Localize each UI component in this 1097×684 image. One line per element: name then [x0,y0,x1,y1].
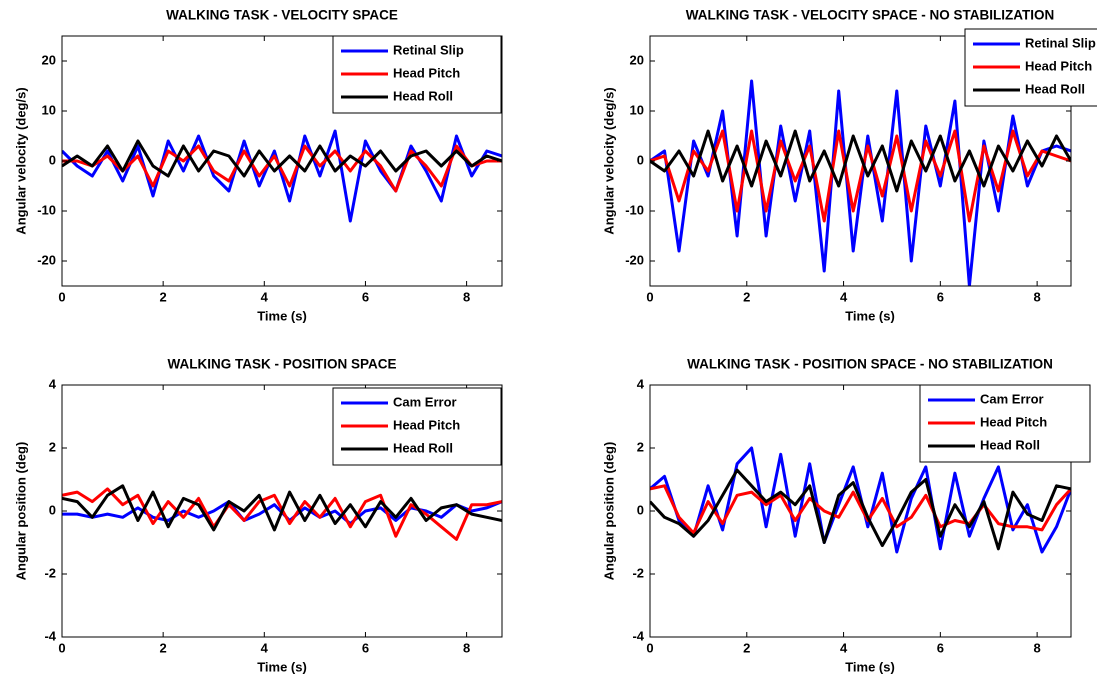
y-tick-label: -10 [625,202,644,217]
legend-label: Head Roll [393,88,453,103]
x-axis-label: Time (s) [257,308,307,323]
x-tick-label: 8 [463,289,470,304]
y-tick-label: 0 [49,152,56,167]
x-tick-label: 0 [58,289,65,304]
legend-label: Head Pitch [1025,58,1092,73]
x-tick-label: 8 [1034,640,1041,655]
y-axis-label: Angular velocity (deg/s) [13,87,28,234]
y-tick-label: 10 [42,102,56,117]
x-tick-label: 0 [58,640,65,655]
y-axis-label: Angular position (deg) [601,442,616,581]
y-tick-label: 4 [49,376,57,391]
data-line [650,129,1071,193]
x-tick-label: 4 [261,289,269,304]
data-line [650,484,1071,535]
chart-title: WALKING TASK - POSITION SPACE [167,357,396,372]
chart-title: WALKING TASK - VELOCITY SPACE [166,8,398,23]
x-tick-label: 4 [261,640,269,655]
legend-label: Cam Error [980,391,1044,406]
x-tick-label: 2 [743,289,750,304]
x-axis-label: Time (s) [257,659,307,674]
y-tick-label: 20 [630,52,644,67]
y-tick-label: 0 [49,502,56,517]
data-line [62,139,502,178]
data-line [650,468,1071,551]
y-tick-label: 20 [42,52,56,67]
y-tick-label: -20 [625,252,644,267]
x-tick-label: 0 [646,640,653,655]
x-tick-label: 6 [937,640,944,655]
legend-label: Head Pitch [980,414,1047,429]
x-tick-label: 4 [840,289,848,304]
data-line [650,79,1071,286]
x-tick-label: 2 [160,289,167,304]
y-tick-label: 4 [637,376,645,391]
y-tick-label: -20 [37,252,56,267]
y-tick-label: -10 [37,202,56,217]
y-tick-label: -2 [632,565,644,580]
x-tick-label: 8 [1034,289,1041,304]
x-tick-label: 4 [840,640,848,655]
y-tick-label: 0 [637,152,644,167]
y-axis-label: Angular velocity (deg/s) [601,87,616,234]
y-tick-label: -4 [632,628,644,643]
data-line [650,129,1071,223]
x-tick-label: 2 [160,640,167,655]
y-tick-label: -4 [44,628,56,643]
chart-title: WALKING TASK - VELOCITY SPACE - NO STABI… [686,8,1055,23]
legend-label: Head Roll [1025,81,1085,96]
chart-title: WALKING TASK - POSITION SPACE - NO STABI… [687,357,1053,372]
legend-label: Retinal Slip [393,42,464,57]
y-tick-label: 10 [630,102,644,117]
x-tick-label: 6 [362,640,369,655]
legend-label: Head Roll [980,437,1040,452]
y-tick-label: -2 [44,565,56,580]
legend-label: Head Roll [393,440,453,455]
y-tick-label: 0 [637,502,644,517]
data-line [62,144,502,193]
legend-label: Head Pitch [393,65,460,80]
data-line [62,484,502,532]
x-tick-label: 0 [646,289,653,304]
x-axis-label: Time (s) [845,659,895,674]
legend-label: Retinal Slip [1025,35,1096,50]
legend-label: Cam Error [393,394,457,409]
x-tick-label: 8 [463,640,470,655]
legend-box [332,35,502,114]
y-axis-label: Angular position (deg) [13,442,28,581]
data-line [62,129,502,223]
legend-label: Head Pitch [393,417,460,432]
x-axis-label: Time (s) [845,308,895,323]
x-tick-label: 2 [743,640,750,655]
x-tick-label: 6 [362,289,369,304]
x-tick-label: 6 [937,289,944,304]
y-tick-label: 2 [637,439,644,454]
y-tick-label: 2 [49,439,56,454]
